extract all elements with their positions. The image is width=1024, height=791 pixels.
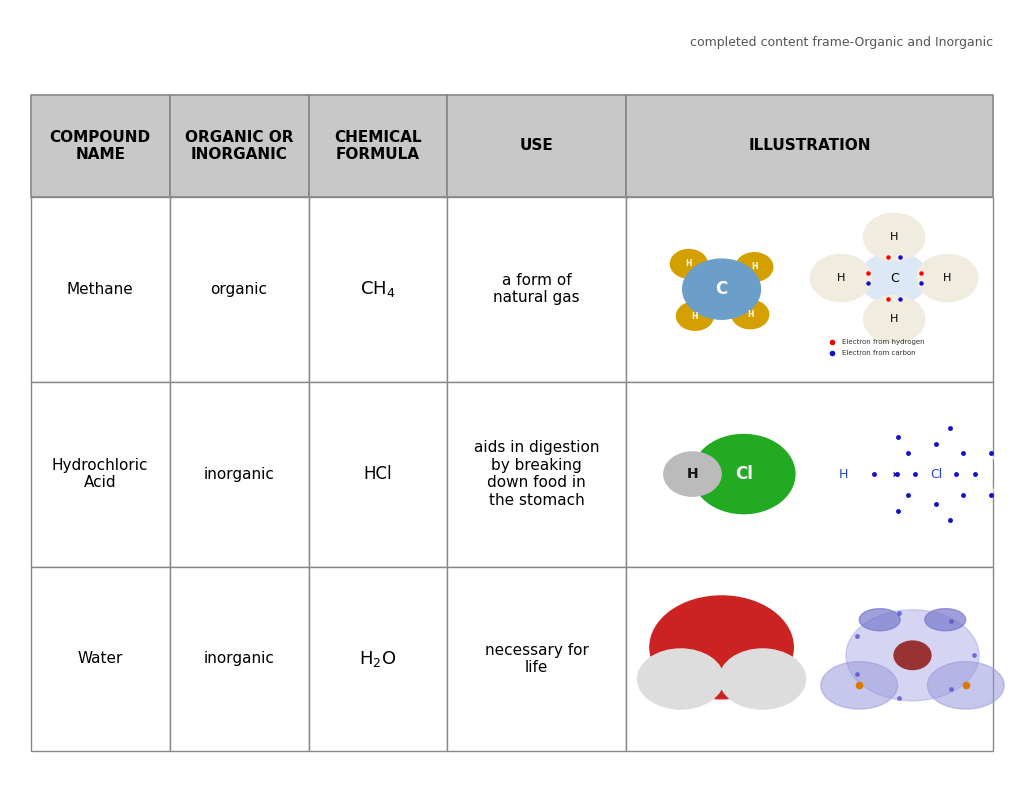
Circle shape [813, 450, 874, 498]
Ellipse shape [925, 608, 966, 630]
Text: H: H [839, 467, 849, 481]
Ellipse shape [859, 608, 900, 630]
Bar [626, 95, 993, 197]
Bar [31, 197, 170, 381]
Ellipse shape [650, 596, 794, 698]
Text: Water: Water [78, 652, 123, 667]
Bar [308, 566, 447, 751]
Bar [626, 381, 993, 566]
Bar [447, 566, 626, 751]
Bar [447, 381, 626, 566]
Bar [626, 566, 993, 751]
Text: $\mathrm{CH_4}$: $\mathrm{CH_4}$ [360, 279, 396, 299]
Circle shape [683, 259, 761, 320]
Text: USE: USE [520, 138, 554, 153]
Circle shape [863, 296, 925, 343]
Text: Electron from hydrogen: Electron from hydrogen [842, 339, 925, 345]
Bar [447, 95, 626, 197]
Text: organic: organic [211, 282, 267, 297]
Bar [31, 566, 170, 751]
Circle shape [863, 214, 925, 261]
Text: $\mathrm{H_2O}$: $\mathrm{H_2O}$ [359, 649, 396, 669]
Bar [308, 381, 447, 566]
Text: inorganic: inorganic [204, 652, 274, 667]
Text: H: H [890, 232, 898, 242]
Text: Cl: Cl [930, 467, 942, 481]
Ellipse shape [638, 649, 724, 709]
Bar [170, 381, 308, 566]
Text: HCl: HCl [364, 465, 392, 483]
Bar [31, 381, 170, 566]
Text: a form of
natural gas: a form of natural gas [494, 273, 581, 305]
Text: Cl: Cl [735, 465, 753, 483]
Bar [170, 95, 308, 197]
Text: necessary for
life: necessary for life [485, 643, 589, 676]
Ellipse shape [720, 649, 806, 709]
Text: Hydrochloric
Acid: Hydrochloric Acid [52, 458, 148, 490]
Circle shape [916, 255, 978, 302]
Bar [626, 197, 993, 381]
Circle shape [894, 641, 931, 669]
Text: ILLUSTRATION: ILLUSTRATION [749, 138, 871, 153]
Text: completed content frame-Organic and Inorganic: completed content frame-Organic and Inor… [690, 36, 993, 48]
Circle shape [692, 434, 795, 513]
Text: aids in digestion
by breaking
down food in
the stomach: aids in digestion by breaking down food … [474, 441, 600, 508]
Text: Methane: Methane [67, 282, 133, 297]
Text: Electron from carbon: Electron from carbon [842, 350, 915, 356]
Ellipse shape [846, 610, 979, 701]
Text: H: H [687, 467, 698, 481]
Circle shape [664, 452, 721, 496]
Text: H: H [685, 259, 692, 268]
Bar [170, 566, 308, 751]
Bar [308, 197, 447, 381]
Text: C: C [890, 271, 898, 285]
Text: H: H [751, 263, 758, 271]
Circle shape [677, 302, 714, 331]
Bar [447, 197, 626, 381]
Bar [308, 95, 447, 197]
Text: C: C [716, 280, 728, 298]
Ellipse shape [821, 661, 898, 709]
Circle shape [736, 253, 773, 282]
Text: H: H [890, 314, 898, 324]
Text: H: H [943, 273, 951, 283]
Ellipse shape [928, 661, 1005, 709]
Circle shape [860, 252, 928, 305]
Text: H: H [837, 273, 845, 283]
Bar [31, 95, 170, 197]
Text: inorganic: inorganic [204, 467, 274, 482]
Text: ORGANIC OR
INORGANIC: ORGANIC OR INORGANIC [185, 130, 293, 162]
Bar [170, 197, 308, 381]
Circle shape [810, 255, 871, 302]
Circle shape [732, 301, 769, 329]
Text: COMPOUND
NAME: COMPOUND NAME [49, 130, 151, 162]
Text: CHEMICAL
FORMULA: CHEMICAL FORMULA [334, 130, 422, 162]
Text: H: H [691, 312, 698, 320]
Circle shape [671, 250, 708, 278]
Text: H: H [746, 310, 754, 319]
